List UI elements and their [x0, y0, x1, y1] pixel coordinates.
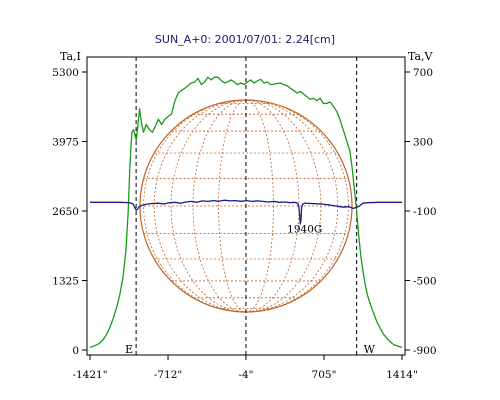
x-tick-label: -4"	[238, 369, 253, 381]
y-left-tick-label: 5300	[52, 67, 79, 79]
y-right-tick-label: 300	[413, 137, 433, 149]
x-tick-label: -712"	[154, 369, 182, 381]
limb-marker-label: W	[364, 343, 376, 356]
y-left-tick-label: 3975	[52, 137, 79, 149]
y-right-tick-label: -500	[413, 276, 437, 288]
limb-marker-label: E	[125, 343, 133, 356]
annotations: 1940G	[287, 223, 322, 235]
y-left-tick-label: 0	[72, 345, 79, 357]
series-layer	[89, 76, 403, 349]
y-right-tick-label: -900	[413, 345, 437, 357]
y-right-tick-label: -100	[413, 206, 437, 218]
disc-meridian	[143, 99, 349, 313]
y-left-axis-label: Ta,I	[60, 50, 81, 63]
y-right-axis-label: Ta,V	[408, 50, 434, 63]
x-tick-label: -1421"	[72, 369, 107, 381]
y-left-tick-label: 2650	[52, 206, 79, 218]
intensity-series-line	[89, 76, 403, 349]
axis-ticks: -1421" -712" -4" 705" 1414" 0 1325 2650 3975 5300…	[52, 67, 436, 381]
polarization-series-line	[90, 199, 402, 225]
x-tick-label: 705"	[312, 369, 337, 381]
chart-title: SUN_A+0: 2001/07/01: 2.24[cm]	[155, 33, 335, 46]
source-annotation-label: 1940G	[287, 223, 322, 235]
x-tick-label: 1414"	[386, 369, 418, 381]
y-left-tick-label: 1325	[52, 276, 79, 288]
y-right-tick-label: 700	[413, 67, 433, 79]
